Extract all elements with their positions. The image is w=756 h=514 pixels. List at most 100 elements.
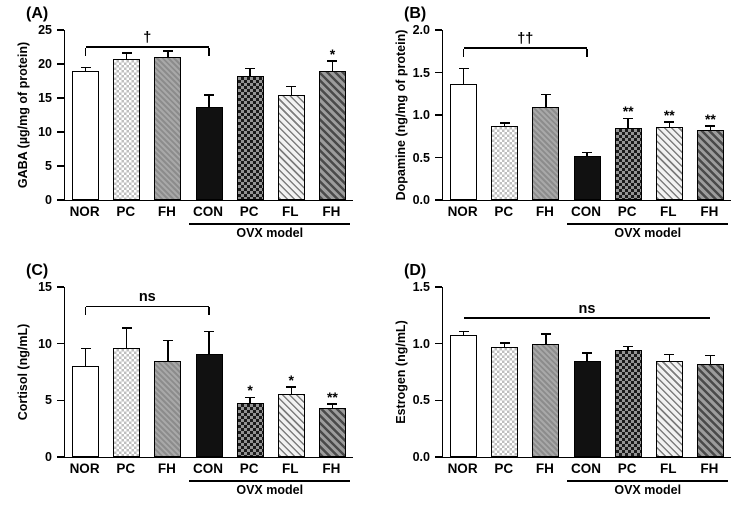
bar-fh-6 [318,70,346,200]
x-category-label: FH [322,461,341,476]
error-bar [627,347,629,351]
x-category-label: FL [660,204,677,219]
bar-fh-2 [532,107,560,200]
error-bar-cap [705,125,716,127]
error-bar [84,68,87,71]
error-bar-cap [245,67,256,70]
error-bar [668,122,671,127]
comparison-bracket-end [84,47,87,56]
comparison-bracket-end [208,47,210,56]
x-category-label: NOR [447,461,478,476]
y-axis-ticks: 0 5 10 15 20 25 [0,23,64,207]
y-tick-mark [57,456,64,458]
panel-gaba: (A) GABA (µg/mg of protein) 0 5 10 15 20 25 *… [0,0,378,257]
bar-nor-0 [450,334,478,457]
y-tick-mark [57,165,64,167]
x-category-label: CON [193,461,223,476]
y-tick-mark [57,63,64,65]
error-bar [249,69,251,77]
comparison-label: † [143,29,152,46]
error-bar-cap [623,117,634,120]
error-bar-cap [80,66,91,69]
x-category-label: PC [617,204,637,219]
error-bar-cap [705,354,716,357]
x-category-label: PC [239,204,259,219]
comparison-label: ns [578,300,596,317]
panel-label-d: (D) [404,262,427,279]
bar-con-3 [195,353,223,457]
y-tick-label: 1.0 [412,336,430,351]
significance-label: ** [326,388,338,405]
y-tick-mark [57,97,64,99]
error-bar [208,95,210,107]
ovx-model-label: OVX model [614,226,682,240]
x-category-label: FH [157,204,176,219]
error-bar-cap [204,330,214,333]
bar-fh-2 [154,57,182,200]
significance-label: ** [663,106,675,123]
error-bar [586,153,588,156]
error-bar [545,334,547,344]
y-tick-mark [435,114,442,116]
y-tick-label: 5 [45,159,52,173]
y-tick-label: 0.5 [412,150,430,165]
bar-fh-6 [696,130,724,200]
x-category-label: FH [322,204,341,219]
error-bar-cap [121,327,132,329]
y-tick-label: 10 [38,125,52,139]
x-category-label: FL [660,461,677,476]
bar-con-3 [573,360,601,457]
bar-pc-4 [614,350,642,457]
x-axis-labels: NOR PC FH CON PC FL FH [64,461,352,478]
comparison-bracket-end [208,307,210,316]
y-tick-mark [435,342,442,345]
error-bar [709,126,712,131]
x-category-label: NOR [69,204,100,219]
error-bar [84,349,87,367]
y-tick-label: 0.5 [412,393,430,408]
bar-fl-5 [655,126,683,200]
error-bar-cap [540,333,551,335]
y-tick-label: 15 [38,91,52,105]
plot-area: * † [57,29,353,201]
ovx-model-label: OVX model [614,483,682,497]
panel-dopamine: (B) Dopamine (ng/mg of protein) 0.0 0.5 1.… [378,0,756,257]
comparison-bracket [85,305,209,308]
y-tick-label: 10 [38,336,52,351]
bar-pc-4 [236,76,264,200]
error-bar-cap [458,330,469,333]
bar-fh-2 [154,360,182,457]
significance-label: * [288,371,294,388]
x-category-label: PC [617,461,637,476]
y-tick-label: 15 [38,280,52,294]
y-tick-label: 0.0 [412,450,430,464]
x-category-label: CON [571,204,601,219]
plot-area: ** ** ** †† [435,29,731,201]
y-tick-mark [435,286,442,288]
error-bar-cap [121,52,132,54]
x-axis-labels: NOR PC FH CON PC FL FH [442,461,730,478]
comparison-bracket-end [586,48,588,57]
comparison-label: ns [138,289,156,306]
y-tick-mark [435,399,442,402]
error-bar-cap [327,403,338,405]
x-category-label: CON [193,204,223,219]
x-category-label: PC [494,461,514,476]
y-tick-label: 20 [38,57,52,71]
y-tick-label: 1.5 [412,280,430,294]
y-tick-mark [435,456,442,458]
y-tick-mark [57,399,64,402]
comparison-bracket-end [84,307,87,316]
error-bar-cap [162,50,173,52]
y-tick-label: 0 [45,193,52,207]
ovx-model-group: OVX model [64,223,352,255]
y-tick-label: 25 [38,23,52,37]
y-axis-ticks: 0.0 0.5 1.0 1.5 2.0 [378,23,442,207]
error-bar-cap [540,93,551,96]
y-tick-label: 5 [45,393,52,408]
error-bar [331,61,334,71]
error-bar-cap [664,121,675,123]
error-bar [586,353,588,361]
error-bar [503,123,506,127]
